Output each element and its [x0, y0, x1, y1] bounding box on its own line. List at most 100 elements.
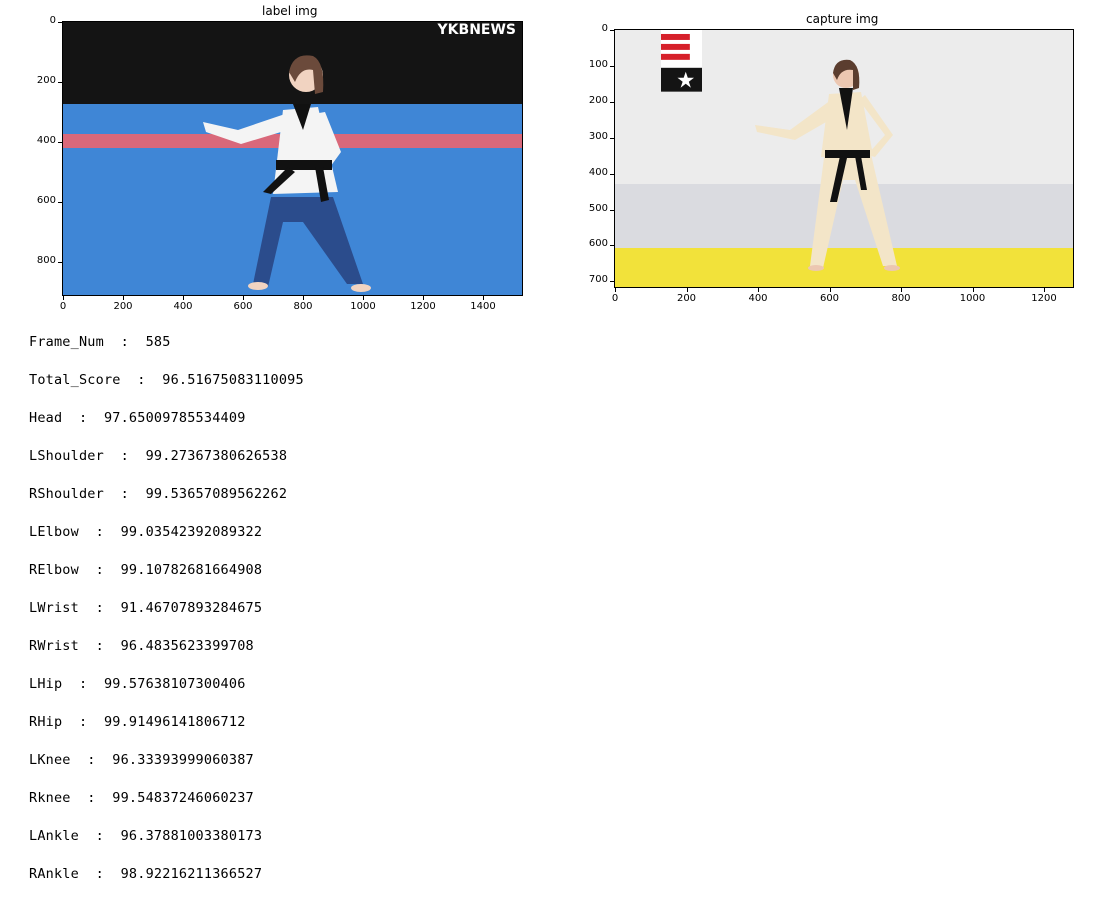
score-value: 99.57638107300406 [103, 676, 246, 692]
score-row: RShoulder : 99.53657089562262 [29, 484, 304, 522]
score-separator: : [87, 752, 96, 768]
capture-x-tick-mark [829, 288, 831, 292]
label-x-tick-label: 1400 [470, 301, 496, 312]
capture-x-tick-label: 1000 [959, 293, 986, 304]
score-separator: : [120, 448, 129, 464]
score-separator: : [95, 866, 104, 882]
capture-x-tick-label: 1200 [1031, 293, 1057, 304]
flag-icon [660, 30, 703, 92]
taekwondo-person-figure [203, 55, 371, 292]
score-separator: : [95, 562, 104, 578]
capture-y-tick-mark [610, 30, 614, 31]
score-label: LShoulder [29, 448, 104, 464]
capture-y-tick-mark [610, 281, 614, 283]
score-row: LHip : 99.57638107300406 [29, 674, 304, 712]
label-y-tick-label: 600 [36, 195, 56, 206]
label-y-tick-label: 400 [36, 135, 56, 146]
capture-y-tick-mark [610, 173, 614, 175]
score-value: 99.53657089562262 [145, 486, 288, 502]
label-x-tick-mark [183, 296, 184, 300]
score-row: RAnkle : 98.92216211366527 [29, 864, 304, 902]
capture-x-tick-mark [901, 288, 902, 292]
score-value: 585 [145, 334, 171, 350]
score-value: 98.92216211366527 [120, 866, 263, 882]
score-row: RElbow : 99.10782681664908 [29, 560, 304, 598]
score-value: 99.91496141806712 [103, 714, 246, 730]
score-row: Rknee : 99.54837246060237 [29, 788, 304, 826]
capture-y-tick-label: 100 [588, 58, 608, 70]
capture-x-tick-mark [1044, 288, 1045, 292]
score-label: LKnee [29, 752, 71, 768]
score-separator: : [95, 524, 104, 540]
label-y-tick-mark [58, 82, 62, 83]
score-value: 96.4835623399708 [120, 638, 254, 654]
label-x-tick-label: 0 [59, 301, 67, 312]
score-label: LElbow [29, 524, 79, 540]
capture-image-title: capture img [806, 12, 879, 26]
label-x-tick-mark [483, 296, 484, 300]
score-separator: : [78, 676, 88, 692]
capture-x-tick-label: 800 [891, 293, 911, 304]
capture-y-tick-label: 600 [588, 238, 608, 250]
capture-y-tick-label: 300 [588, 130, 608, 142]
capture-image-frame [614, 29, 1074, 288]
score-value: 99.10782681664908 [120, 562, 263, 578]
score-row: LShoulder : 99.27367380626538 [29, 446, 304, 484]
capture-x-tick-mark [686, 288, 688, 292]
score-label: RHip [29, 714, 63, 730]
capture-y-tick-mark [610, 209, 614, 211]
capture-x-tick-mark [615, 288, 616, 292]
capture-y-tick-label: 0 [601, 23, 608, 34]
score-separator: : [95, 600, 104, 616]
capture-y-tick-label: 400 [588, 166, 608, 178]
label-x-tick-label: 1000 [350, 301, 376, 312]
label-x-tick-mark [423, 296, 424, 300]
label-x-tick-mark [243, 296, 244, 300]
label-image-title: label img [262, 4, 318, 18]
score-row: LKnee : 96.33393999060387 [29, 750, 304, 788]
label-x-tick-mark [363, 296, 364, 300]
score-label: RShoulder [29, 486, 104, 502]
yellow-mat [615, 248, 1073, 287]
capture-x-tick-mark [972, 288, 974, 292]
score-separator: : [78, 410, 88, 426]
score-list: Frame_Num : 585 Total_Score : 96.51675083… [29, 332, 304, 902]
label-x-tick-label: 600 [233, 301, 253, 312]
score-row: Frame_Num : 585 [29, 332, 304, 370]
capture-y-tick-label: 700 [588, 274, 608, 286]
score-value: 99.27367380626538 [145, 448, 288, 464]
score-value: 97.65009785534409 [103, 410, 246, 426]
capture-y-tick-mark [610, 245, 614, 247]
score-label: LHip [29, 676, 63, 692]
label-x-tick-label: 400 [173, 301, 193, 312]
capture-x-tick-label: 200 [676, 293, 697, 304]
label-y-tick-mark [58, 262, 62, 263]
dobok-person-figure [755, 59, 900, 271]
score-row: RWrist : 96.4835623399708 [29, 636, 304, 674]
score-value: 96.33393999060387 [112, 752, 254, 768]
score-value: 99.03542392089322 [120, 524, 263, 540]
score-separator: : [95, 828, 104, 844]
capture-y-tick-label: 500 [588, 202, 608, 214]
capture-y-tick-mark [610, 101, 614, 103]
score-row: LWrist : 91.46707893284675 [29, 598, 304, 636]
score-separator: : [120, 334, 129, 350]
score-separator: : [120, 486, 129, 502]
score-label: RAnkle [29, 866, 79, 882]
label-image-frame: YKBNEWS [62, 21, 523, 296]
score-label: Total_Score [29, 372, 121, 388]
label-y-tick-label: 0 [49, 15, 56, 26]
score-value: 91.46707893284675 [120, 600, 263, 616]
score-label: RWrist [29, 638, 79, 654]
label-y-tick-label: 200 [36, 75, 56, 86]
score-label: Frame_Num [29, 334, 104, 350]
score-label: RElbow [29, 562, 79, 578]
label-x-tick-label: 1200 [410, 301, 436, 312]
score-separator: : [95, 638, 104, 654]
capture-y-tick-mark [610, 137, 614, 139]
gray-floor [615, 184, 1073, 249]
label-y-tick-mark [58, 142, 62, 143]
score-label: LWrist [29, 600, 79, 616]
label-x-tick-mark [63, 296, 64, 300]
capture-x-tick-label: 600 [819, 293, 840, 304]
